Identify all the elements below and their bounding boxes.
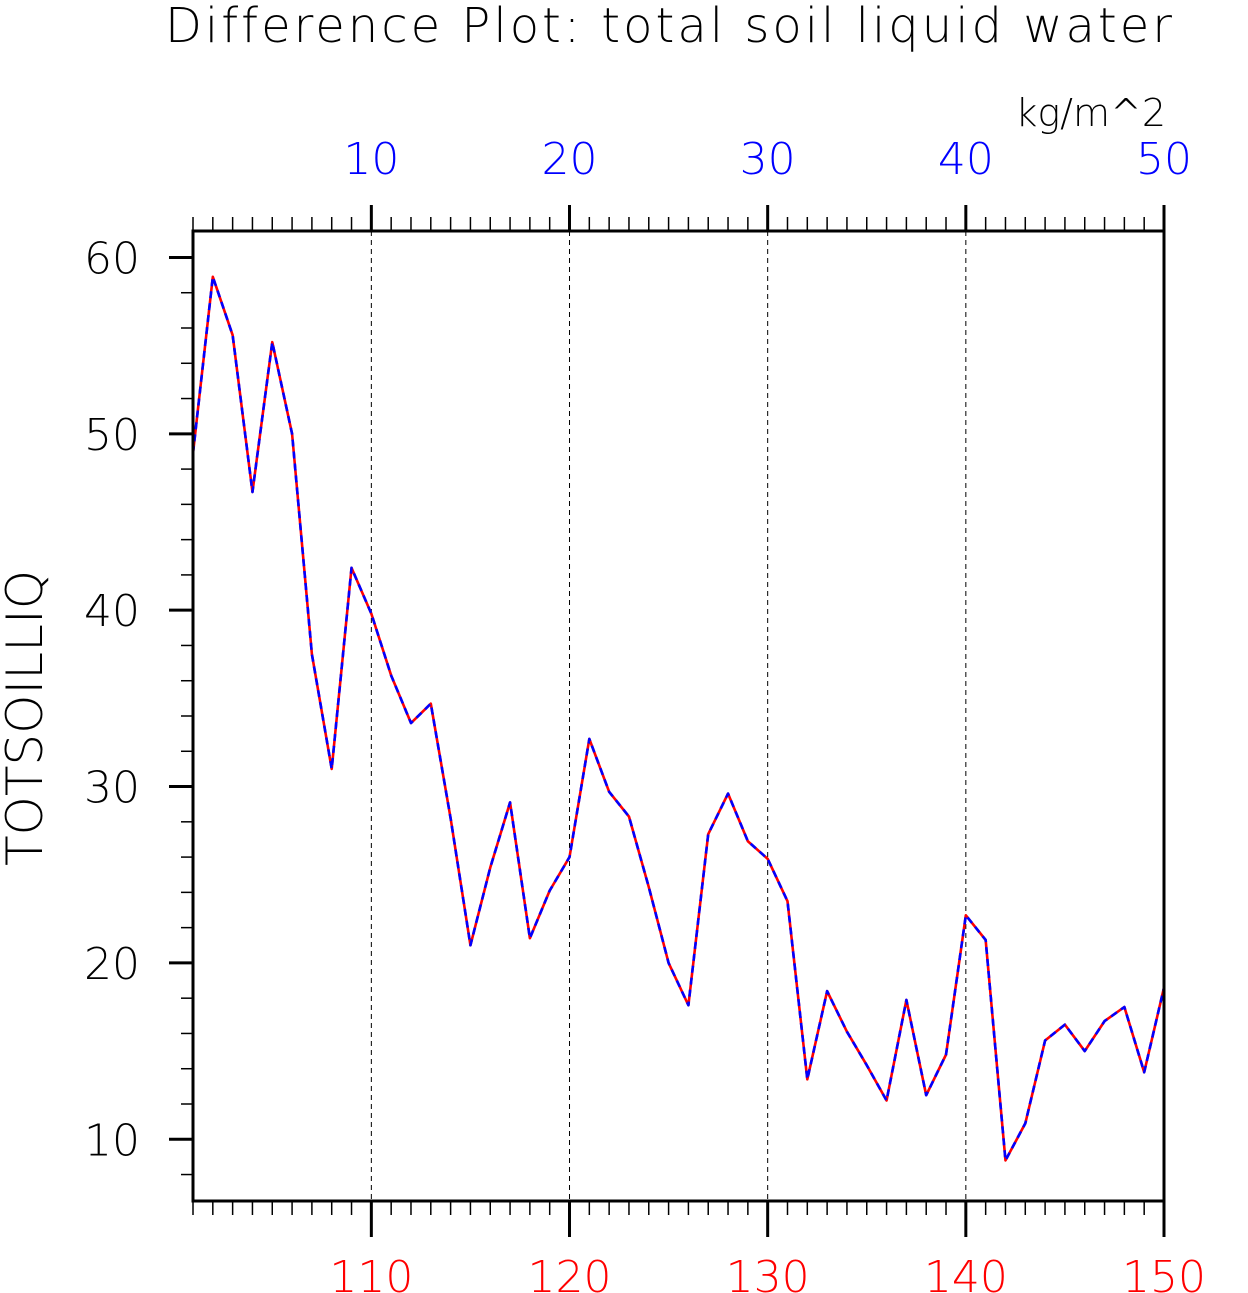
- y-tick-label-40: 40: [84, 586, 140, 637]
- plot-frame: [191, 229, 1166, 1203]
- top-tick-label-20: 20: [542, 134, 598, 185]
- bottom-tick-label-140: 140: [924, 1252, 1008, 1293]
- y-tick-label-10: 10: [84, 1115, 140, 1166]
- chart-title: Difference Plot: total soil liquid water: [165, 0, 1175, 54]
- bottom-tick-label-110: 110: [329, 1252, 413, 1293]
- bottom-tick-label-130: 130: [726, 1252, 810, 1293]
- y-tick-label-30: 30: [84, 763, 140, 814]
- series-line-blue-dashed: [191, 275, 1166, 1162]
- tick-labels: 110 120 130 140 150 10 20 30 40 50 10 20 30 40 50 60: [84, 134, 1206, 1293]
- y-tick-label-60: 60: [84, 233, 140, 284]
- bottom-tick-label-150: 150: [1122, 1252, 1206, 1293]
- axis-ticks: [169, 205, 1166, 1237]
- data-series: [191, 275, 1166, 1162]
- y-tick-label-20: 20: [84, 939, 140, 990]
- y-tick-label-50: 50: [84, 410, 140, 461]
- top-tick-label-10: 10: [343, 134, 399, 185]
- top-tick-label-30: 30: [740, 134, 796, 185]
- units-label: kg/m^2: [1015, 91, 1166, 135]
- bottom-tick-label-120: 120: [528, 1252, 612, 1293]
- top-tick-label-40: 40: [938, 134, 994, 185]
- y-axis-label: TOTSOILLIQ: [0, 570, 54, 866]
- top-tick-label-50: 50: [1136, 134, 1192, 185]
